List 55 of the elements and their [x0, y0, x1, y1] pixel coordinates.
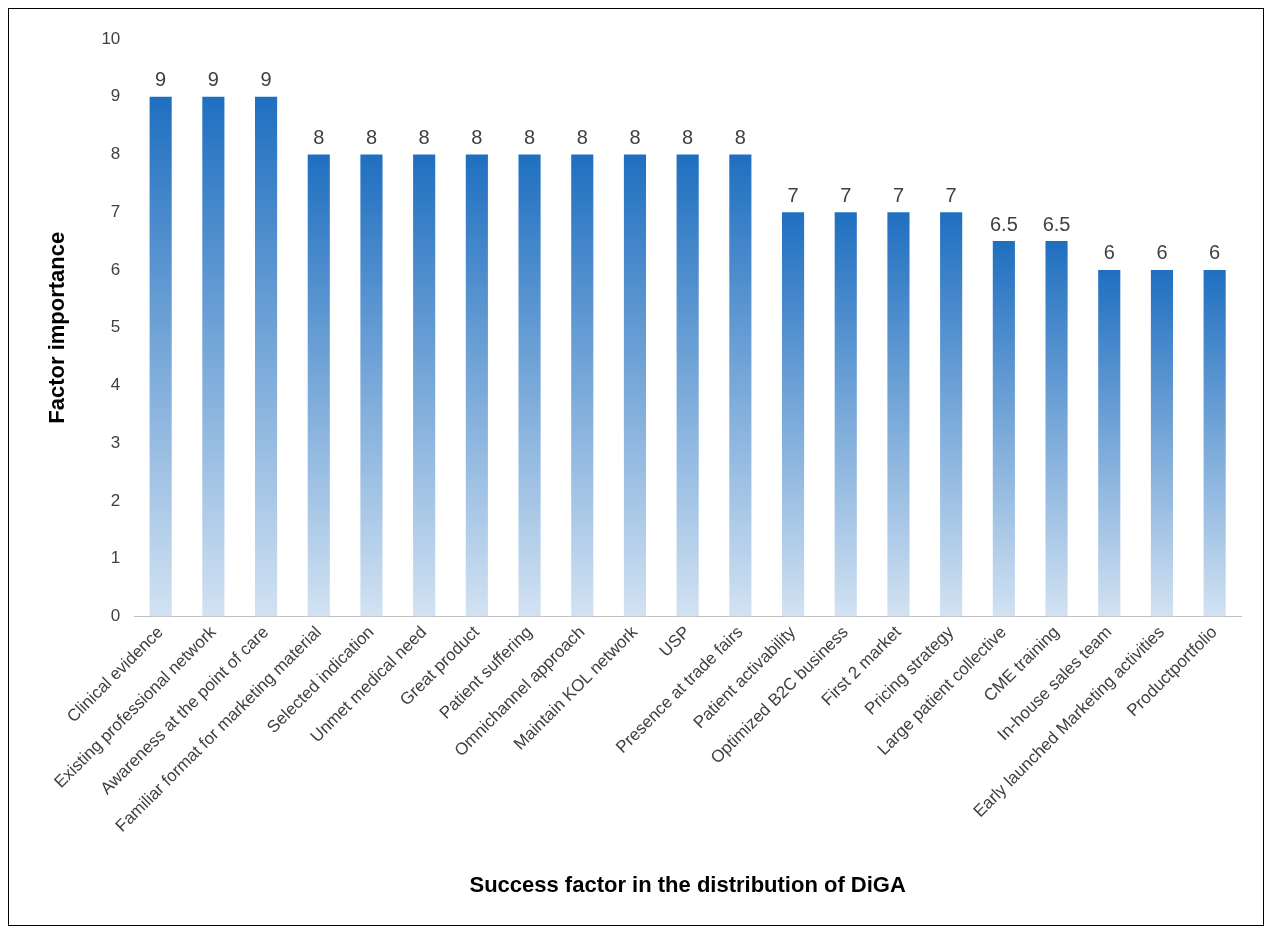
y-tick-label: 10 — [101, 28, 121, 48]
y-axis-title: Factor importance — [44, 231, 70, 424]
data-label: 8 — [576, 126, 588, 148]
data-label: 8 — [734, 126, 746, 148]
bar — [834, 212, 857, 617]
bar — [781, 212, 805, 617]
data-label: 7 — [945, 183, 957, 206]
data-label: 8 — [523, 126, 536, 148]
bar — [887, 212, 910, 617]
y-tick-label: 3 — [110, 432, 121, 452]
data-label: 6 — [1103, 241, 1115, 264]
data-label: 6.5 — [989, 212, 1018, 235]
bar — [360, 154, 383, 617]
bar — [729, 154, 752, 617]
y-tick-label: 9 — [110, 86, 121, 106]
bar — [307, 154, 330, 617]
data-label: 7 — [892, 183, 905, 206]
y-tick-label: 1 — [110, 548, 121, 568]
y-tick-label: 5 — [110, 317, 121, 337]
data-label: 6.5 — [1042, 212, 1071, 235]
bar — [202, 96, 225, 617]
bar — [571, 154, 594, 617]
data-label: 8 — [365, 126, 378, 148]
y-tick-label: 2 — [110, 490, 121, 510]
data-label: 9 — [155, 68, 167, 91]
data-label: 8 — [471, 126, 483, 148]
bar — [518, 154, 541, 617]
data-label: 8 — [418, 126, 430, 148]
bar — [1203, 269, 1226, 617]
y-tick-label: 6 — [110, 259, 121, 279]
y-tick-label: 4 — [110, 375, 121, 395]
bar — [992, 241, 1015, 617]
data-label: 7 — [840, 183, 852, 206]
x-axis-title: Success factor in the distribution of DiGA — [469, 871, 906, 897]
data-label: 7 — [787, 183, 799, 206]
bar — [1098, 269, 1121, 617]
data-label: 8 — [313, 126, 325, 148]
bar — [676, 154, 699, 617]
bar — [940, 212, 963, 617]
data-label: 8 — [682, 126, 694, 148]
bar — [1150, 269, 1174, 617]
data-label: 9 — [207, 68, 219, 91]
data-label: 6 — [1156, 241, 1168, 264]
bar — [465, 154, 488, 617]
bar — [623, 154, 647, 617]
data-label: 6 — [1209, 241, 1221, 264]
bar — [149, 96, 172, 617]
y-tick-label: 0 — [110, 606, 121, 626]
bar — [413, 154, 436, 617]
y-tick-label: 7 — [110, 201, 121, 221]
y-tick-label: 8 — [110, 144, 121, 164]
data-label: 8 — [629, 126, 641, 148]
bar — [254, 96, 278, 617]
bar — [1045, 241, 1068, 617]
data-label: 9 — [260, 68, 272, 91]
